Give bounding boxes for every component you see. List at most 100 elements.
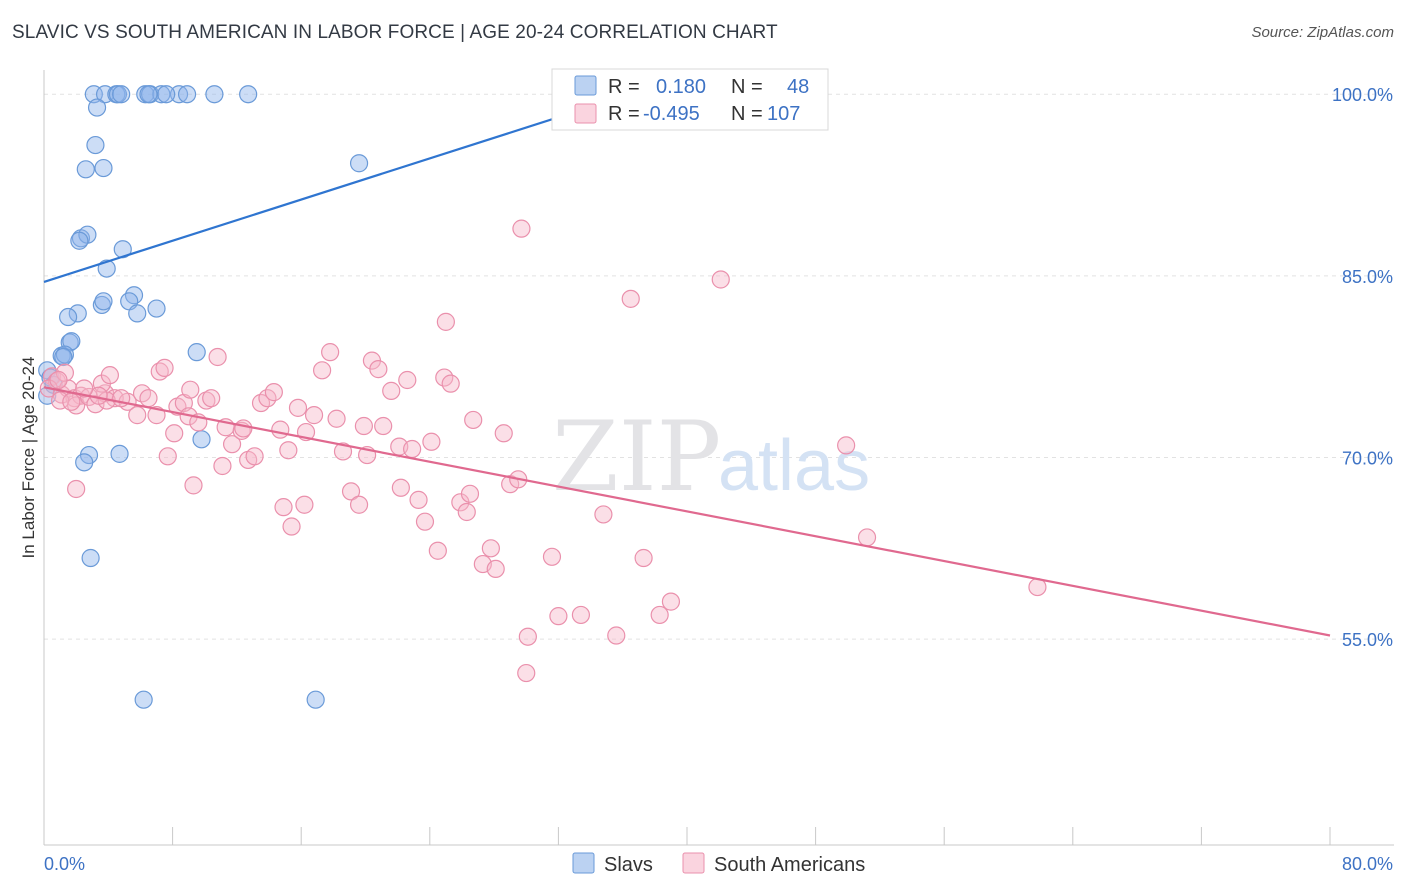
data-point xyxy=(165,424,184,443)
data-point xyxy=(187,343,206,362)
data-point xyxy=(542,547,562,566)
data-point xyxy=(94,158,113,178)
data-point xyxy=(634,548,653,568)
legend-slavs-label: Slavs xyxy=(604,854,653,876)
data-point xyxy=(124,286,144,305)
data-point xyxy=(517,663,536,683)
legend-south-americans-swatch xyxy=(682,852,705,874)
south-americans-trend-line xyxy=(43,386,1331,637)
data-point xyxy=(192,430,211,449)
data-point xyxy=(112,85,131,104)
data-point xyxy=(205,85,224,104)
data-point xyxy=(494,424,513,443)
data-point xyxy=(349,154,369,173)
data-point xyxy=(349,495,369,514)
grid-lines xyxy=(44,93,1394,640)
data-point xyxy=(67,479,86,499)
data-point xyxy=(304,406,324,425)
data-point xyxy=(55,363,74,382)
data-point xyxy=(197,391,216,410)
slavs-swatch xyxy=(574,75,597,96)
data-point xyxy=(177,85,197,104)
data-point xyxy=(650,605,669,625)
data-point xyxy=(81,548,100,568)
data-point xyxy=(76,160,95,179)
legend-n-label-2: N = xyxy=(731,103,763,125)
data-point xyxy=(147,299,166,318)
data-point xyxy=(100,366,120,385)
data-point xyxy=(621,289,640,308)
x-tick-label: 0.0% xyxy=(44,854,85,874)
tick-labels: 100.0% 85.0% 70.0% 55.0% 0.0% 80.0% xyxy=(44,85,1393,874)
series-legend: Slavs South Americans xyxy=(572,852,865,876)
watermark-atlas: atlas xyxy=(718,426,870,506)
south-americans-swatch xyxy=(574,103,597,124)
y-tick-label: 55.0% xyxy=(1342,630,1393,650)
stats-legend-box xyxy=(551,68,829,131)
data-point xyxy=(134,690,153,709)
data-point xyxy=(409,490,428,509)
watermark: ZIP atlas xyxy=(552,401,870,513)
data-point xyxy=(94,292,113,311)
data-point xyxy=(711,270,730,289)
data-point xyxy=(110,444,129,463)
data-point xyxy=(369,360,388,379)
stats-legend: R = 0.180 N = 48 R = -0.495 N = 107 xyxy=(551,68,829,131)
data-point xyxy=(295,495,314,514)
data-point xyxy=(208,347,227,367)
data-point xyxy=(333,442,353,461)
slavs-r-value: 0.180 xyxy=(656,76,706,98)
data-point xyxy=(213,456,232,476)
data-point xyxy=(460,484,480,503)
data-point xyxy=(271,420,290,439)
data-point xyxy=(415,512,435,531)
axes xyxy=(43,70,1394,846)
data-point xyxy=(184,476,203,495)
data-point xyxy=(321,343,340,362)
data-point xyxy=(288,398,308,417)
data-point xyxy=(274,498,293,517)
data-point xyxy=(382,381,401,400)
data-point xyxy=(607,626,626,645)
y-tick-label: 70.0% xyxy=(1342,449,1393,469)
data-point xyxy=(54,347,73,367)
data-point xyxy=(857,528,877,547)
data-point xyxy=(222,435,242,454)
data-point xyxy=(264,383,283,402)
data-point xyxy=(661,592,681,611)
data-point xyxy=(341,482,361,501)
data-point xyxy=(62,392,81,411)
data-point xyxy=(245,447,264,466)
data-point xyxy=(571,605,591,625)
legend-n-label-1: N = xyxy=(731,76,763,98)
data-point xyxy=(436,312,455,331)
data-point xyxy=(403,439,422,459)
data-point xyxy=(139,85,158,104)
data-point xyxy=(486,559,505,579)
data-point xyxy=(139,389,158,408)
data-point xyxy=(75,453,94,472)
data-point xyxy=(549,607,568,626)
watermark-zip: ZIP xyxy=(552,401,721,513)
data-point xyxy=(354,416,373,436)
series-south-americans xyxy=(39,219,1047,683)
data-point xyxy=(70,231,89,250)
south-americans-r-value: -0.495 xyxy=(643,103,700,125)
data-point xyxy=(312,361,332,380)
data-point xyxy=(202,389,221,408)
data-point xyxy=(152,85,171,104)
data-point xyxy=(518,627,537,646)
data-point xyxy=(374,416,393,436)
legend-r-label-1: R = xyxy=(608,76,640,98)
data-points xyxy=(38,85,1047,709)
legend-r-label-2: R = xyxy=(608,103,640,125)
trend-lines xyxy=(43,75,1331,637)
data-point xyxy=(428,541,447,560)
data-point xyxy=(391,478,410,497)
data-point xyxy=(59,307,78,327)
data-point xyxy=(457,502,476,522)
data-point xyxy=(327,409,346,428)
data-point xyxy=(239,85,258,104)
data-point xyxy=(75,379,94,398)
